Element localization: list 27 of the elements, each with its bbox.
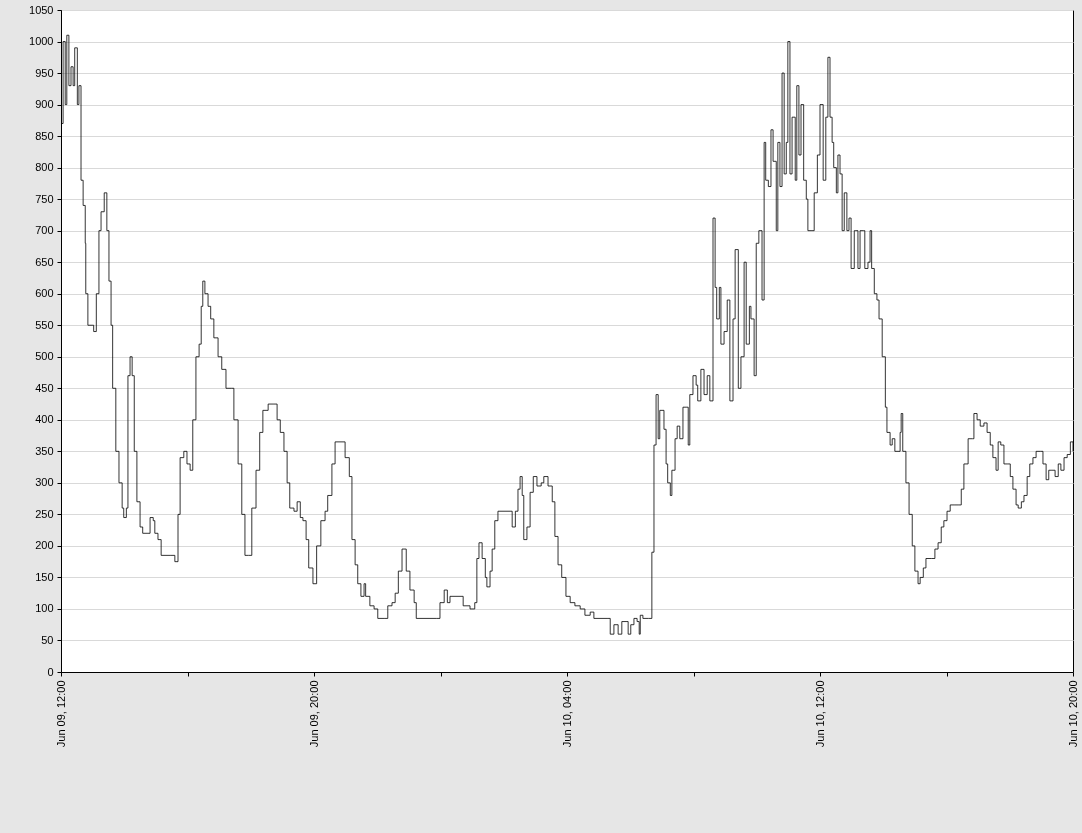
- y-tick-label: 200: [35, 539, 54, 552]
- x-tick-label: Jun 10, 20:00: [1066, 680, 1079, 748]
- y-tick-label: 800: [35, 161, 54, 174]
- y-tick-label: 300: [35, 476, 54, 489]
- y-tick-label: 950: [35, 66, 54, 79]
- y-tick-label: 500: [35, 350, 54, 363]
- y-tick-label: 750: [35, 192, 54, 205]
- y-tick-label: 550: [35, 318, 54, 331]
- x-tick-label: Jun 10, 12:00: [813, 680, 826, 748]
- y-tick-label: 400: [35, 413, 54, 426]
- y-tick-label: 150: [35, 570, 54, 583]
- y-tick-label: 100: [35, 602, 54, 615]
- y-tick-label: 900: [35, 98, 54, 111]
- x-tick-label: Jun 09, 12:00: [54, 680, 67, 748]
- y-tick-label: 650: [35, 255, 54, 268]
- y-tick-label: 50: [41, 633, 54, 646]
- x-tick-label: Jun 09, 20:00: [307, 680, 320, 748]
- y-tick-label: 850: [35, 129, 54, 142]
- y-tick-label: 0: [47, 665, 54, 678]
- y-tick-label: 1050: [29, 3, 54, 16]
- y-tick-label: 1000: [29, 35, 54, 48]
- y-tick-label: 450: [35, 381, 54, 394]
- y-tick-label: 700: [35, 224, 54, 237]
- y-tick-label: 350: [35, 444, 54, 457]
- y-tick-label: 600: [35, 287, 54, 300]
- x-tick-label: Jun 10, 04:00: [560, 680, 573, 748]
- y-tick-label: 250: [35, 507, 54, 520]
